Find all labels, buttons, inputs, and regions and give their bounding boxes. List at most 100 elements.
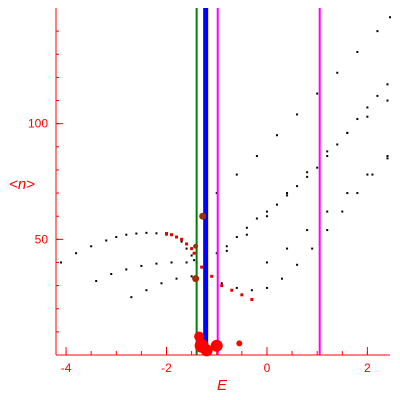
x-tick-label: 0 <box>264 361 271 375</box>
data-point <box>366 115 369 118</box>
highlight-point <box>200 265 204 269</box>
data-point <box>130 296 133 299</box>
data-point <box>275 203 278 206</box>
y-tick-label: 100 <box>28 117 48 131</box>
data-point <box>60 261 63 264</box>
data-point <box>215 192 218 195</box>
data-point <box>255 155 258 158</box>
data-point <box>180 240 183 243</box>
highlight-point <box>230 288 234 292</box>
data-point <box>386 99 389 102</box>
data-point <box>125 268 128 271</box>
data-point <box>225 249 228 252</box>
data-point <box>265 286 268 289</box>
data-point <box>170 261 173 264</box>
data-point <box>220 282 223 285</box>
data-point <box>316 166 319 169</box>
data-point <box>90 245 93 248</box>
data-point <box>346 131 349 134</box>
data-point <box>115 236 118 239</box>
large-marker <box>194 331 205 342</box>
data-point <box>311 247 314 250</box>
data-point <box>341 210 344 213</box>
data-point <box>356 192 359 195</box>
highlight-point <box>190 247 194 251</box>
data-point <box>235 286 238 289</box>
data-point <box>275 134 278 137</box>
highlight-point <box>170 233 174 237</box>
highlight-point <box>240 293 244 297</box>
data-point <box>145 289 148 292</box>
data-point <box>326 155 329 158</box>
dark-marker <box>193 243 199 249</box>
data-point <box>225 245 228 248</box>
large-marker <box>236 340 243 347</box>
x-tick-label: -2 <box>161 361 172 375</box>
data-point <box>336 71 339 74</box>
data-point <box>326 150 329 153</box>
data-point <box>190 275 193 278</box>
data-point <box>326 229 329 232</box>
data-point <box>105 239 108 242</box>
data-point <box>371 173 374 176</box>
data-point <box>356 50 359 53</box>
highlight-point <box>210 274 214 278</box>
data-point <box>336 143 339 146</box>
data-point <box>306 229 309 232</box>
data-point <box>356 118 359 121</box>
data-point <box>250 289 253 292</box>
data-point <box>185 261 188 264</box>
data-point <box>185 247 188 250</box>
data-point <box>140 264 143 267</box>
data-point <box>386 157 389 160</box>
data-point <box>296 185 299 188</box>
data-point <box>316 92 319 95</box>
data-point <box>75 252 78 255</box>
data-point <box>235 173 238 176</box>
dark-marker <box>192 275 200 283</box>
highlight-point <box>220 284 224 288</box>
data-point <box>265 215 268 218</box>
data-point <box>296 113 299 116</box>
data-point <box>376 30 379 33</box>
data-point <box>326 210 329 213</box>
data-point <box>235 236 238 239</box>
data-point <box>306 175 309 178</box>
data-point <box>296 263 299 266</box>
data-point <box>95 279 98 282</box>
x-tick-label: 2 <box>364 361 371 375</box>
data-point <box>135 232 138 235</box>
data-point <box>265 261 268 264</box>
x-axis-title: E <box>217 377 228 394</box>
data-point <box>366 106 369 109</box>
large-marker <box>210 339 223 352</box>
plot-area <box>60 8 391 357</box>
data-point <box>110 273 113 276</box>
data-point <box>389 16 391 19</box>
large-marker <box>200 344 213 357</box>
x-tick-label: -4 <box>61 361 72 375</box>
data-point <box>346 192 349 195</box>
highlight-point <box>250 297 254 301</box>
highlight-point <box>175 235 179 239</box>
data-point <box>281 277 284 280</box>
data-point <box>386 83 389 86</box>
data-point <box>245 233 248 236</box>
data-point <box>160 282 163 285</box>
data-point <box>155 262 158 265</box>
axes: -4 -2 0 2 50 100 <box>28 8 390 375</box>
y-tick-label: 50 <box>35 232 49 246</box>
data-point <box>286 192 289 195</box>
y-axis-title: <n> <box>9 176 35 193</box>
highlight-point <box>180 237 184 241</box>
data-point <box>255 217 258 220</box>
dark-marker <box>199 212 207 220</box>
data-point <box>215 252 218 255</box>
data-point <box>145 231 148 234</box>
data-point <box>306 171 309 174</box>
data-point <box>245 226 248 229</box>
data-point <box>193 259 196 262</box>
highlight-point <box>185 242 189 246</box>
